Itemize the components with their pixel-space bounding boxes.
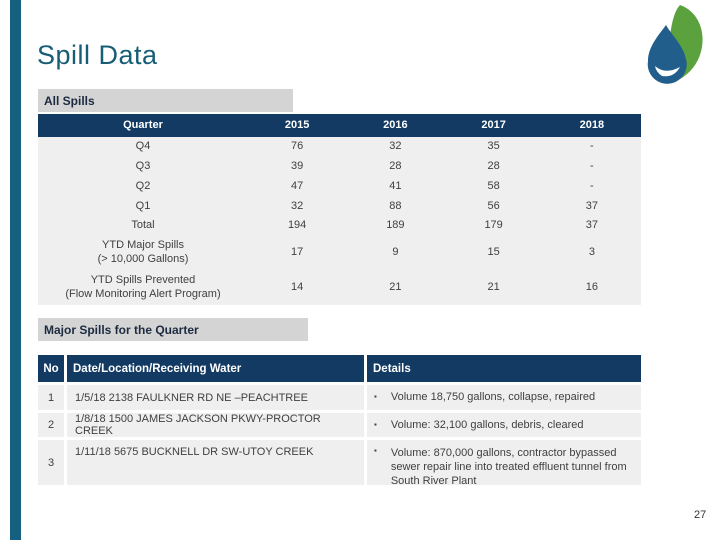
cell-value: 58 xyxy=(487,180,500,193)
table-row-ytd-major-spills: YTD Major Spills (> 10,000 Gallons) 17 9… xyxy=(38,235,641,270)
column-header-2016: 2016 xyxy=(383,118,408,131)
cell-value: 39 xyxy=(291,160,304,173)
table-row: Q4 76 32 35 - xyxy=(38,137,641,157)
cell-value: 32 xyxy=(389,140,402,153)
column-header-quarter: Quarter xyxy=(123,118,163,131)
all-spills-table: Quarter 2015 2016 2017 2018 Q4 76 32 35 … xyxy=(38,114,641,305)
cell-value: 28 xyxy=(487,160,500,173)
bullet-icon: ▪ xyxy=(374,419,377,429)
cell-value: 56 xyxy=(487,200,500,213)
table-row-total: Total 194 189 179 37 xyxy=(38,217,641,235)
row-label-line: (Flow Monitoring Alert Program) xyxy=(65,287,221,300)
column-header-details: Details xyxy=(367,355,641,382)
cell-value: 21 xyxy=(487,280,500,293)
row-label: Q3 xyxy=(38,157,248,177)
section-label-text: All Spills xyxy=(44,93,95,108)
row-label-line: (> 10,000 Gallons) xyxy=(97,252,189,265)
section-label-major-spills: Major Spills for the Quarter xyxy=(38,318,308,341)
row-label-line: YTD Major Spills xyxy=(102,239,184,252)
row-number: 3 xyxy=(38,440,64,485)
row-label-line: Q2 xyxy=(135,180,151,193)
row-location: 1/8/18 1500 JAMES JACKSON PKWY-PROCTOR C… xyxy=(67,413,364,437)
cell-value: 14 xyxy=(291,280,304,293)
cell-value: 194 xyxy=(287,219,307,232)
cell-value: 37 xyxy=(585,219,598,232)
column-header-2017: 2017 xyxy=(481,118,506,131)
table-header-row: Quarter 2015 2016 2017 2018 xyxy=(38,114,641,137)
bullet-icon: ▪ xyxy=(374,446,377,455)
cell-value: 189 xyxy=(386,219,405,232)
details-text: Volume: 32,100 gallons, debris, cleared xyxy=(390,418,584,431)
cell-value: 16 xyxy=(585,280,598,293)
table-row: Q3 39 28 28 - xyxy=(38,157,641,177)
section-label-text: Major Spills for the Quarter xyxy=(44,322,199,337)
row-label-line: Q4 xyxy=(135,140,151,153)
row-label: YTD Major Spills (> 10,000 Gallons) xyxy=(38,235,248,270)
cell-value: 15 xyxy=(487,245,500,258)
cell-value: 179 xyxy=(484,219,503,232)
row-label: Q4 xyxy=(38,137,248,157)
column-header-no: No xyxy=(38,355,64,382)
cell-value: 76 xyxy=(291,140,304,153)
cell-value: - xyxy=(590,140,594,153)
cell-value: 37 xyxy=(585,200,598,213)
row-number: 2 xyxy=(38,413,64,437)
major-spills-table: No Date/Location/Receiving Water Details… xyxy=(38,355,641,488)
left-accent-stripe xyxy=(10,0,21,540)
row-details: ▪ Volume: 870,000 gallons, contractor by… xyxy=(367,440,641,488)
row-label: Q2 xyxy=(38,177,248,197)
cell-value: 41 xyxy=(389,180,402,193)
page-number: 27 xyxy=(694,509,707,521)
bullet-icon: ▪ xyxy=(374,392,377,402)
cell-value: 3 xyxy=(588,245,595,258)
cell-value: 32 xyxy=(291,200,304,213)
row-label: Total xyxy=(38,217,248,235)
cell-value: 9 xyxy=(392,245,399,258)
column-header-2015: 2015 xyxy=(284,118,310,131)
cell-value: - xyxy=(590,160,594,173)
row-label-line: YTD Spills Prevented xyxy=(90,274,196,287)
cell-value: 28 xyxy=(389,160,402,173)
row-label-line: Q1 xyxy=(135,200,151,213)
row-number: 1 xyxy=(38,385,64,410)
table-row: Q2 47 41 58 - xyxy=(38,177,641,197)
cell-value: 88 xyxy=(389,200,402,213)
row-details: ▪ Volume: 32,100 gallons, debris, cleare… xyxy=(367,413,641,437)
details-text: Volume: 870,000 gallons, contractor bypa… xyxy=(390,447,627,488)
cell-value: 21 xyxy=(389,280,402,293)
cell-value: 47 xyxy=(291,180,304,193)
details-text: Volume 18,750 gallons, collapse, repaire… xyxy=(390,391,596,404)
column-header-2018: 2018 xyxy=(579,118,605,131)
table-row-ytd-spills-prevented: YTD Spills Prevented (Flow Monitoring Al… xyxy=(38,270,641,305)
cell-value: 17 xyxy=(291,245,304,258)
cell-value: 35 xyxy=(487,140,500,153)
cell-value: - xyxy=(590,180,594,193)
row-label-line: Total xyxy=(131,219,155,232)
column-header-location: Date/Location/Receiving Water xyxy=(67,355,364,382)
row-label-line: Q3 xyxy=(135,160,151,173)
row-location: 1/5/18 2138 FAULKNER RD NE –PEACHTREE xyxy=(67,385,364,410)
water-leaf-logo-icon xyxy=(647,5,703,84)
row-details: ▪ Volume 18,750 gallons, collapse, repai… xyxy=(367,385,641,410)
section-label-all-spills: All Spills xyxy=(38,89,293,112)
row-location: 1/11/18 5675 BUCKNELL DR SW-UTOY CREEK xyxy=(67,440,364,485)
page-title: Spill Data xyxy=(37,40,158,70)
row-label: Q1 xyxy=(38,197,248,217)
table-row: Q1 32 88 56 37 xyxy=(38,197,641,217)
row-label: YTD Spills Prevented (Flow Monitoring Al… xyxy=(38,270,248,305)
